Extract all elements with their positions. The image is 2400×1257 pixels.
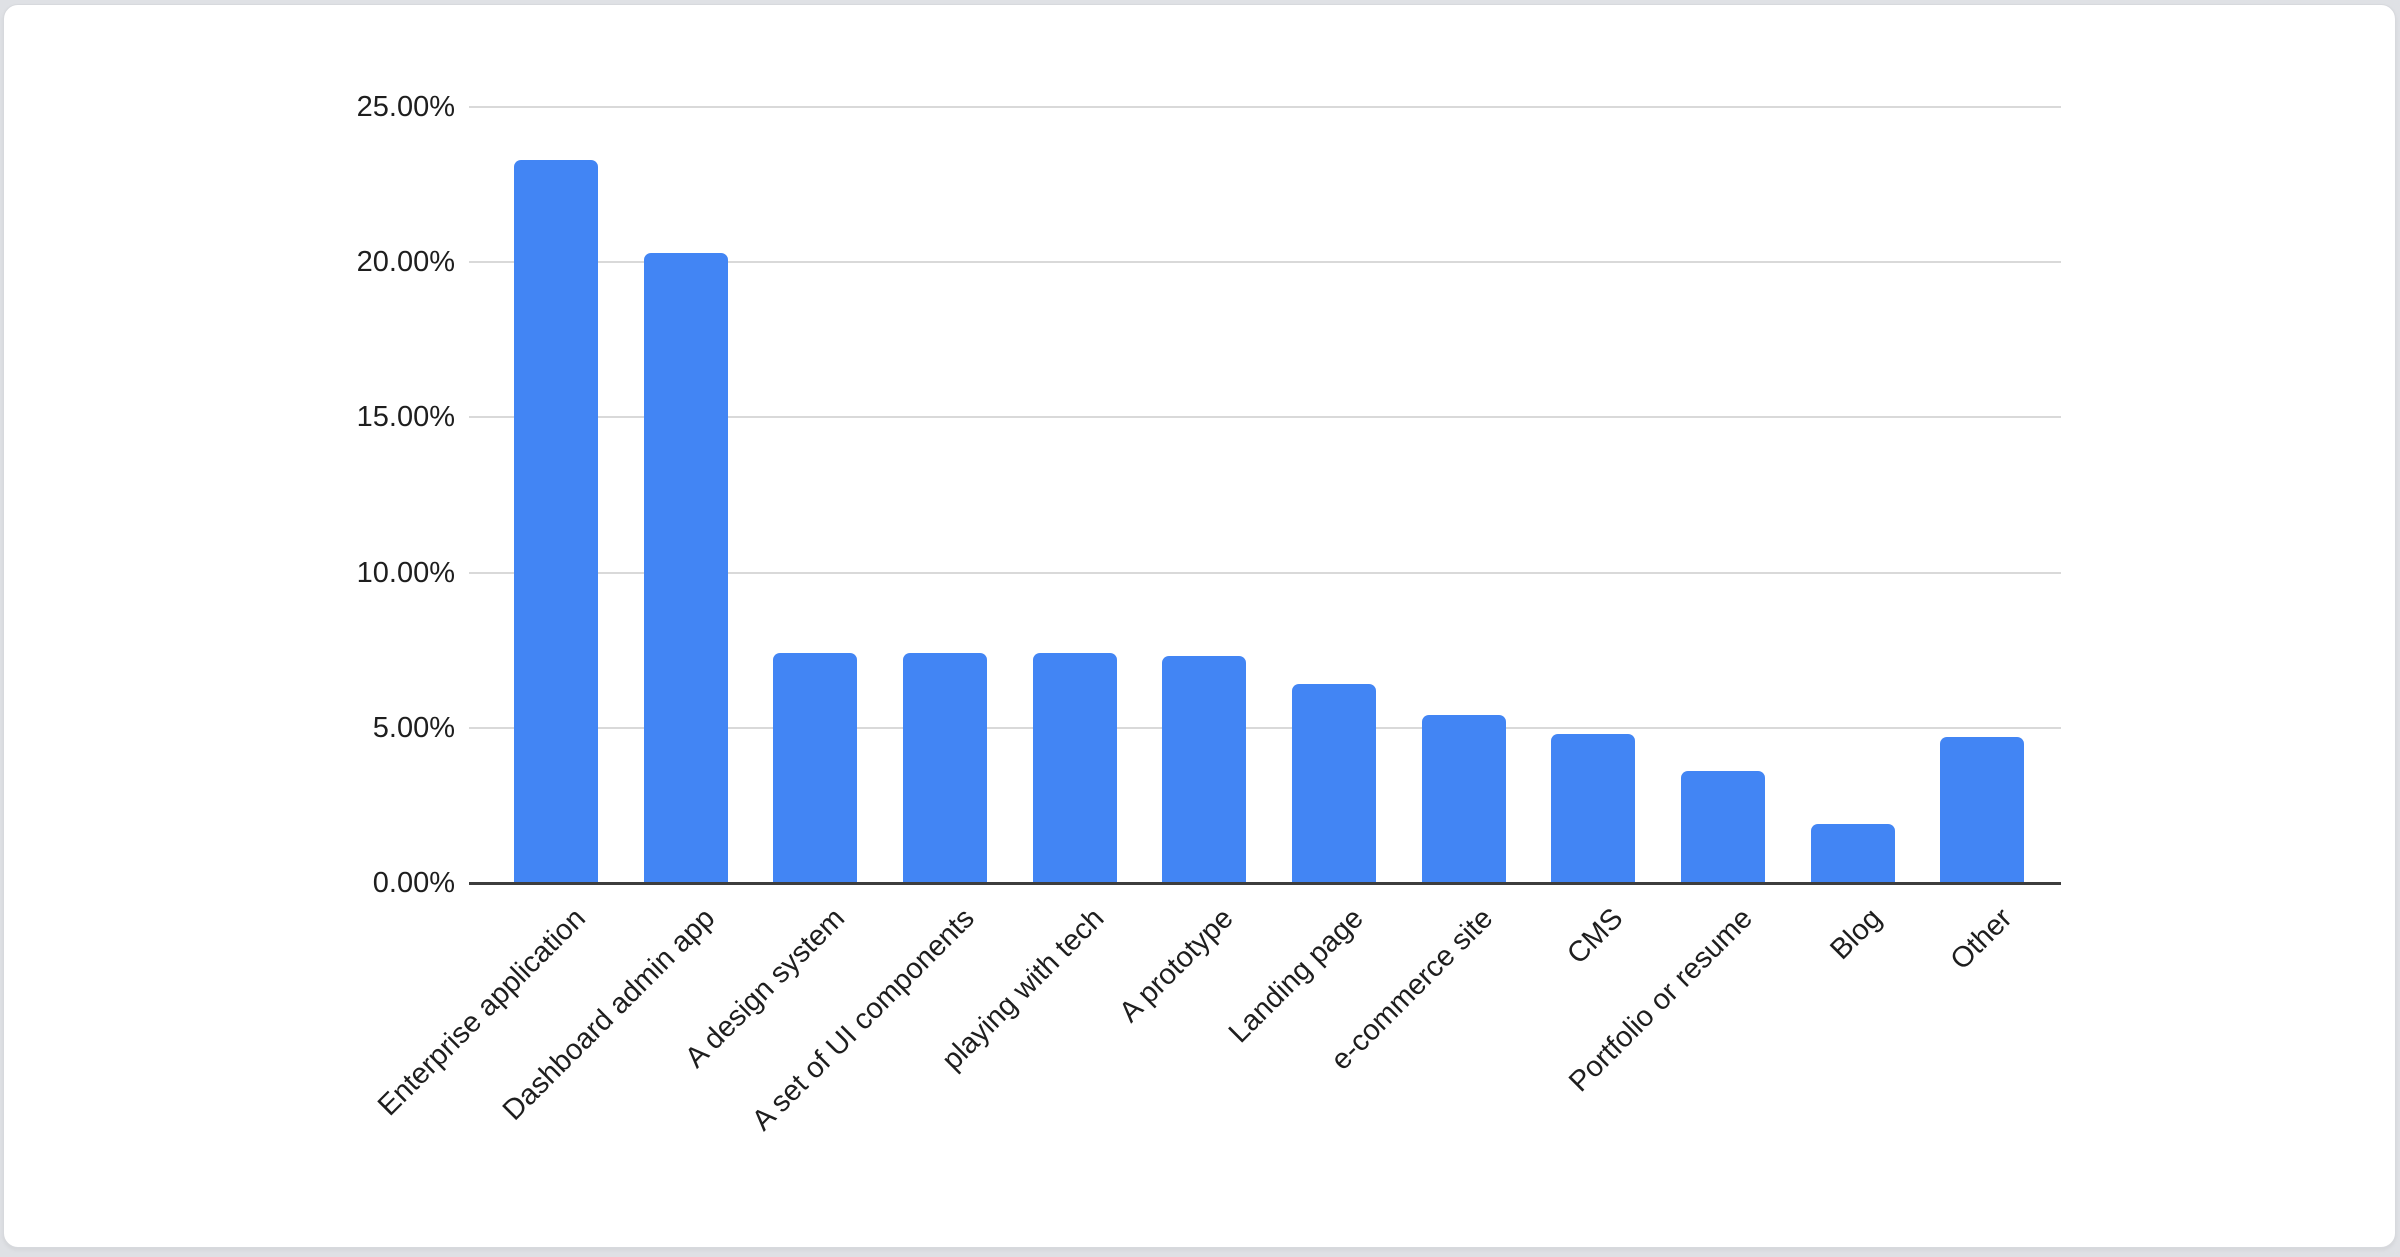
bar [1162,656,1247,883]
x-axis-category-label: Other [1944,902,2019,977]
gridline [469,726,2061,729]
y-axis-tick-label: 15.00% [356,401,455,434]
y-axis-tick-label: 0.00% [372,867,455,899]
bar [1940,737,2025,883]
bar [1291,684,1376,883]
bar [643,252,728,883]
y-axis-tick-label: 5.00% [372,711,455,744]
y-axis-tick-label: 20.00% [356,246,455,279]
x-axis-category-label: A set of UI components [746,902,981,1137]
y-axis-tick-label: 10.00% [356,556,455,589]
x-axis-category-label: Landing page [1222,902,1370,1050]
bar [1421,715,1506,883]
x-axis-category-label: A prototype [1113,902,1241,1029]
bar [902,653,987,883]
bar [773,653,858,883]
bar [1032,653,1117,883]
gridline [469,571,2061,574]
gridline [469,261,2061,264]
x-axis-category-label: Enterprise application [371,902,592,1123]
gridline [469,106,2061,108]
x-axis-baseline [469,882,2061,885]
bar [1551,734,1636,883]
bar [1680,771,1765,883]
x-axis-category-label: CMS [1560,902,1630,971]
bar [1810,824,1895,883]
x-axis-category-label: Dashboard admin app [497,902,722,1127]
bar [513,159,598,883]
gridline [469,416,2061,419]
chart-card: 0.00% 5.00% 10.00% 15.00% 20.00% 25.00% Enter… [3,4,2396,1248]
y-axis-tick-label: 25.00% [356,91,455,123]
x-axis-category-label: Blog [1824,902,1889,966]
